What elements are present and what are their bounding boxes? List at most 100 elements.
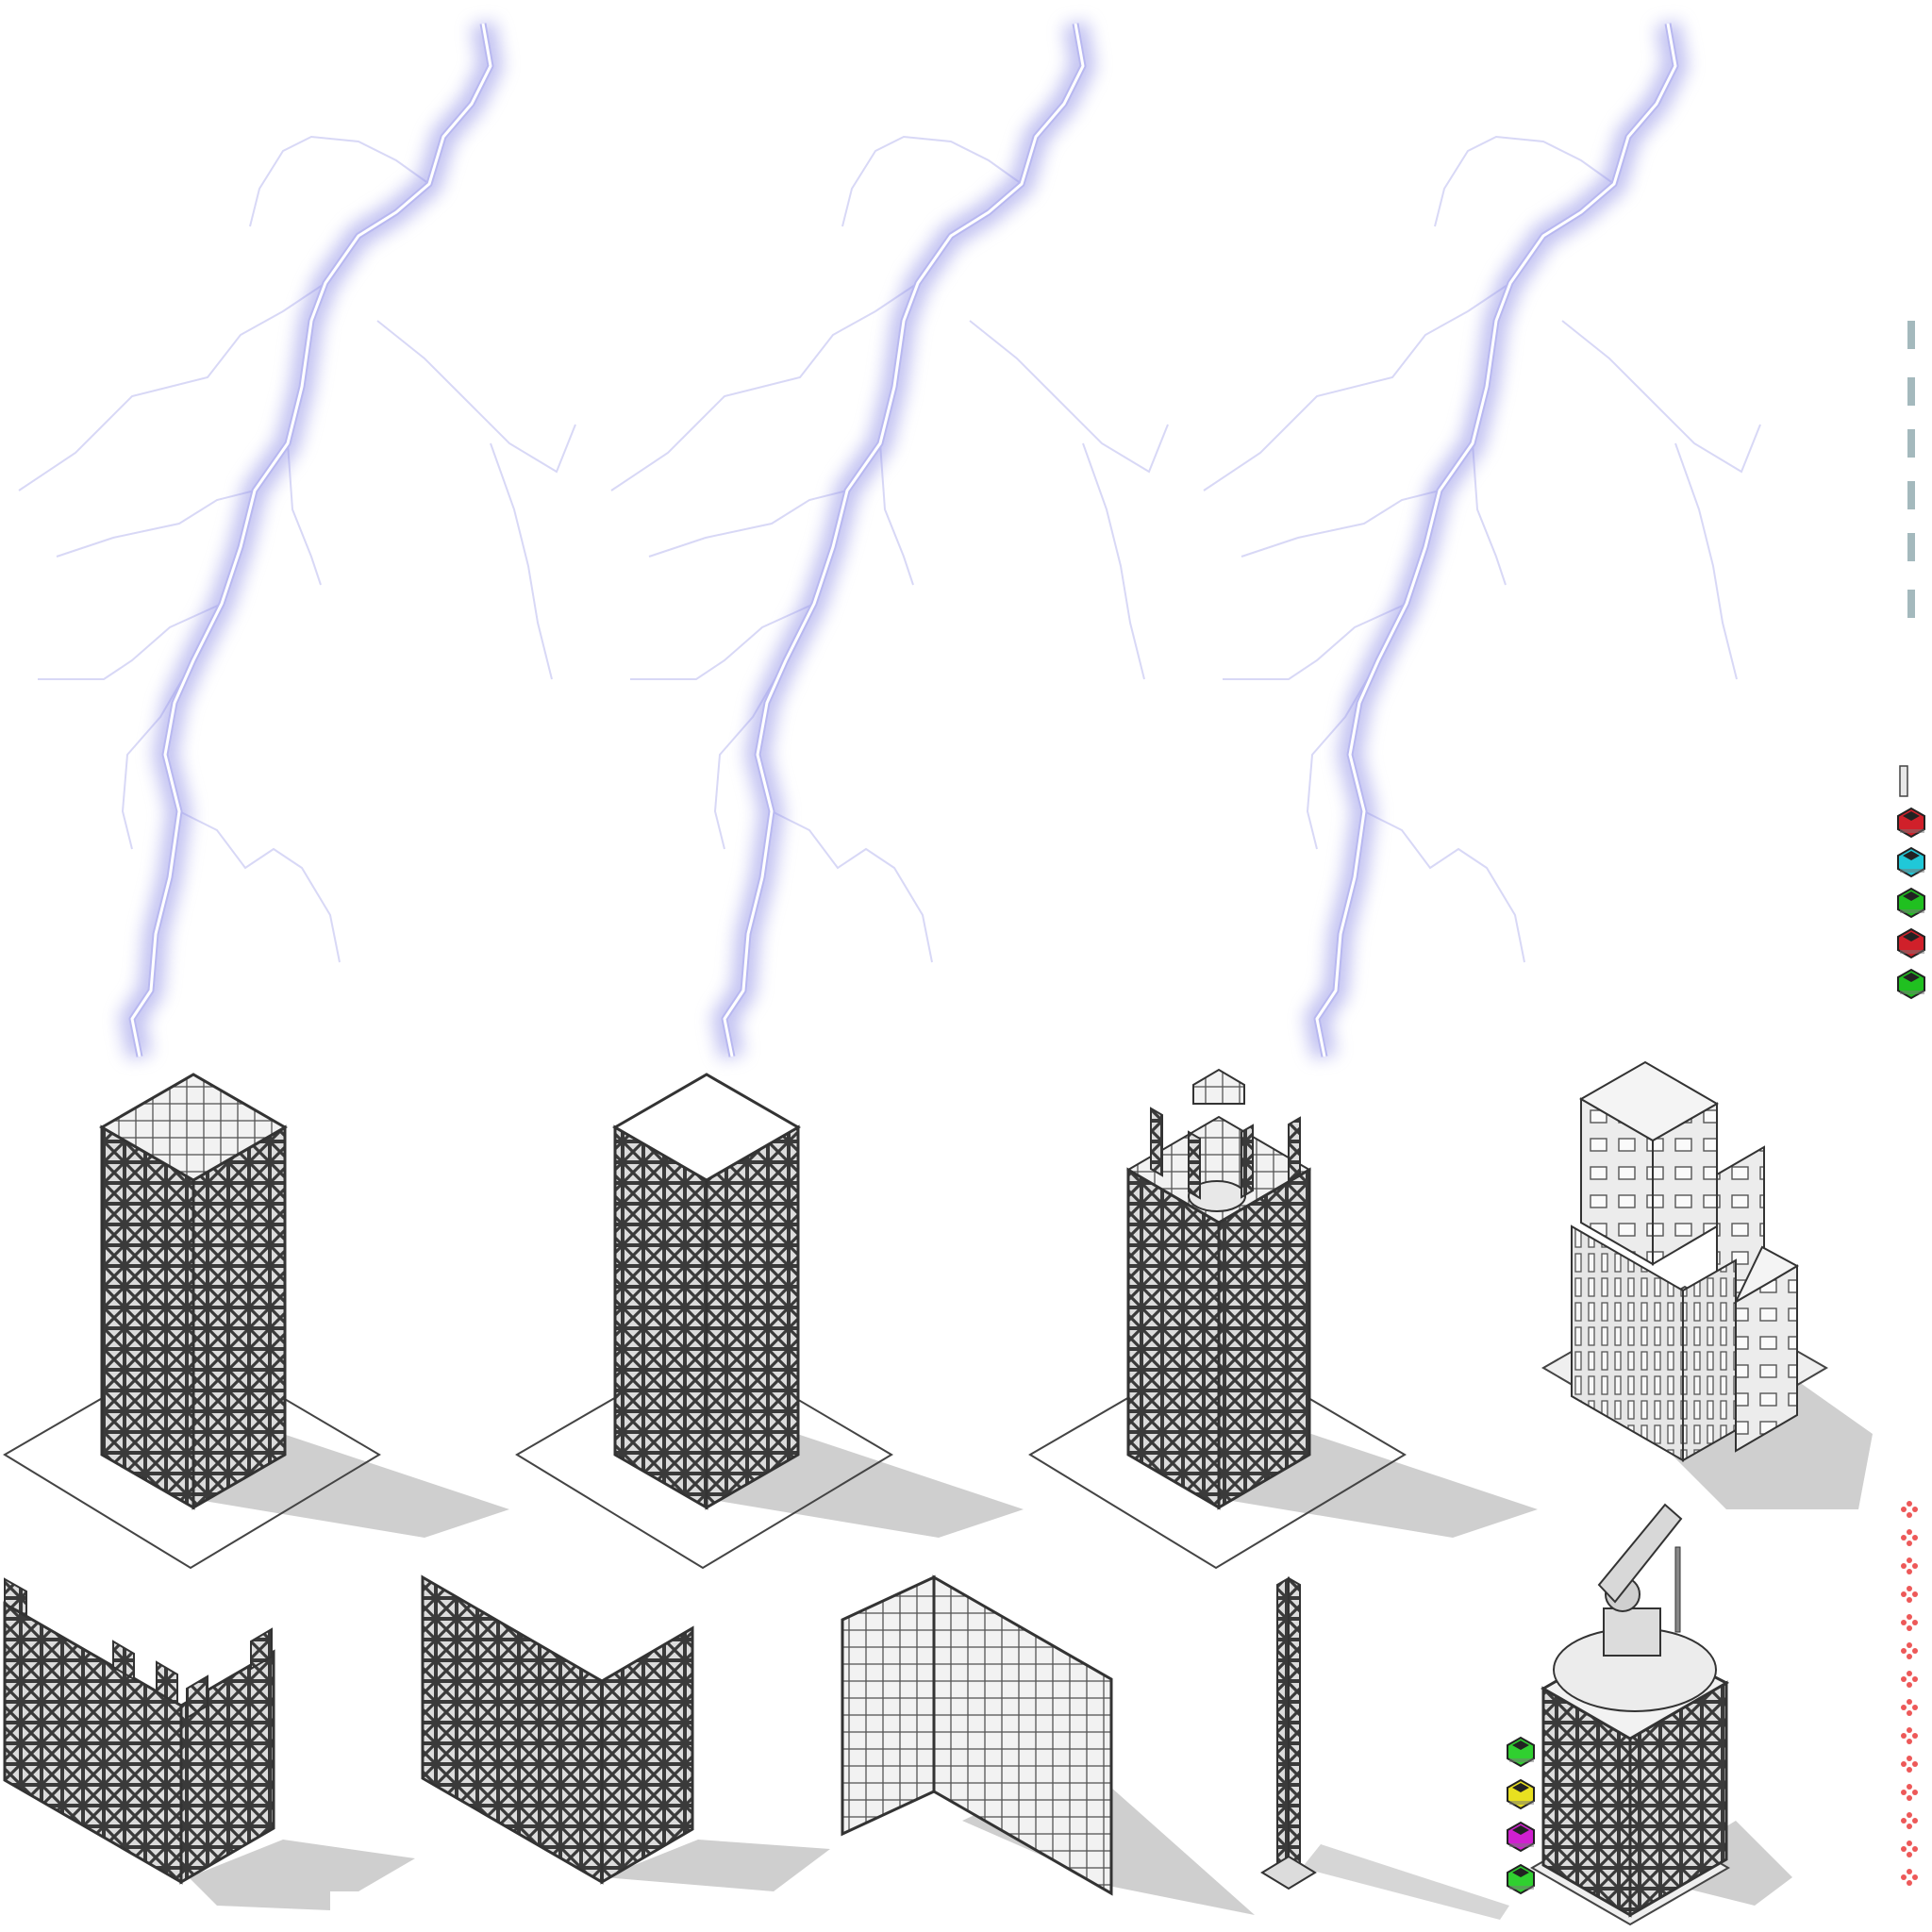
tower-right-face (192, 1124, 287, 1510)
lightning-glow (1305, 21, 1688, 1059)
spark-dot (1907, 1824, 1912, 1829)
car-yellow (1507, 1778, 1535, 1810)
turret-housing (1603, 1607, 1661, 1657)
building-lower-right (1682, 1258, 1737, 1462)
spark-dot (1901, 1676, 1907, 1682)
lightning-branch (1363, 810, 1525, 963)
car-green (1897, 887, 1925, 919)
building-upper-roof (1578, 1060, 1720, 1142)
lightning-core (723, 23, 1085, 1058)
spark-dot (1901, 1846, 1907, 1852)
spark-dot (1907, 1840, 1912, 1846)
car-cyan (1897, 846, 1925, 878)
lightning-glow (120, 21, 503, 1059)
red-spark-column (1901, 1501, 1918, 1886)
car-green (1507, 1736, 1535, 1768)
car-roof (1512, 1868, 1529, 1877)
crenel-left-1 (1150, 1107, 1163, 1177)
lightning-branch (1203, 282, 1511, 491)
car-roof (1903, 811, 1920, 821)
bottom-car-column (1507, 1736, 1535, 1895)
spark-dot (1907, 1642, 1912, 1648)
spark-dot (1901, 1705, 1907, 1710)
spark-dot (1907, 1682, 1912, 1688)
building-lower-left (1571, 1224, 1684, 1462)
spark-dot (1912, 1733, 1918, 1739)
lightning-branch (969, 320, 1169, 474)
side-sprite-strip (1897, 321, 1925, 1886)
lightning-core (1315, 23, 1677, 1058)
spark-dot (1912, 1507, 1918, 1512)
spark-dot (1901, 1507, 1907, 1512)
car-shadow (1509, 1758, 1534, 1762)
side-tile (1907, 590, 1915, 618)
spark-dot (1901, 1535, 1907, 1541)
lightning-branch (18, 282, 326, 491)
car-roof (1903, 973, 1920, 982)
lightning-branch (630, 603, 815, 680)
spark-dot (1907, 1767, 1912, 1773)
crenel-right-2 (1288, 1116, 1301, 1182)
spark-dot (1901, 1648, 1907, 1654)
tower-inner-pipe (1188, 1180, 1246, 1212)
spark-dot (1907, 1852, 1912, 1857)
tower-shadow (1226, 1434, 1538, 1538)
car-roof (1903, 891, 1920, 901)
car-green (1507, 1863, 1535, 1895)
wall-left-face (3, 1601, 183, 1885)
car-red (1897, 927, 1925, 959)
lightning-branch (490, 442, 553, 680)
lightning-branch (610, 282, 919, 491)
spark-dot (1907, 1869, 1912, 1874)
spark-dot (1907, 1614, 1912, 1620)
wall-crenel (112, 1640, 135, 1681)
spark-dot (1907, 1880, 1912, 1886)
lightning-branch (879, 442, 914, 586)
building-annex-roof (1733, 1245, 1800, 1305)
car-green (1897, 968, 1925, 1000)
tower-right-face (705, 1124, 800, 1510)
lightning-group (18, 21, 1761, 1059)
spark-dot (1907, 1625, 1912, 1631)
wall-right-face (932, 1574, 1113, 1896)
tower-roof (611, 1073, 802, 1182)
spark-dot (1907, 1541, 1912, 1546)
turret-antenna (1674, 1546, 1681, 1633)
tower-left-face (100, 1124, 195, 1510)
wall-left-face (841, 1574, 936, 1837)
wall-right-face (600, 1625, 694, 1885)
spark-dot (1912, 1535, 1918, 1541)
spark-dot (1912, 1846, 1918, 1852)
spark-dot (1907, 1784, 1912, 1790)
cannon-turret-tower (1529, 1503, 1792, 1926)
spark-dot (1912, 1761, 1918, 1767)
car-roof (1903, 851, 1920, 860)
lightning-branch (771, 810, 933, 963)
spark-dot (1901, 1761, 1907, 1767)
spark-dot (1901, 1874, 1907, 1880)
car-shadow (1900, 950, 1924, 954)
car-red (1897, 807, 1925, 839)
pylon-foot (1260, 1855, 1317, 1890)
spark-dot (1912, 1705, 1918, 1710)
spark-dot (1907, 1512, 1912, 1518)
lightning-branch (648, 490, 848, 558)
crenel-left-2 (1188, 1130, 1201, 1200)
spark-dot (1907, 1529, 1912, 1535)
wall-crenel (156, 1660, 178, 1706)
lightning-branch (376, 320, 576, 474)
spark-dot (1907, 1795, 1912, 1801)
spark-dot (1907, 1501, 1912, 1507)
spark-dot (1907, 1569, 1912, 1574)
wall-crenel (186, 1674, 208, 1720)
lightning-branch (1082, 442, 1145, 680)
spark-dot (1907, 1557, 1912, 1563)
car-shadow (1900, 909, 1924, 913)
side-tile (1907, 429, 1915, 458)
spark-dot (1912, 1790, 1918, 1795)
car-shadow (1509, 1843, 1534, 1847)
lattice-tower-capped (515, 1073, 1024, 1570)
wall-shadow (604, 1840, 830, 1891)
lattice-tower-open-top (3, 1073, 509, 1570)
lightning-core (130, 23, 492, 1058)
